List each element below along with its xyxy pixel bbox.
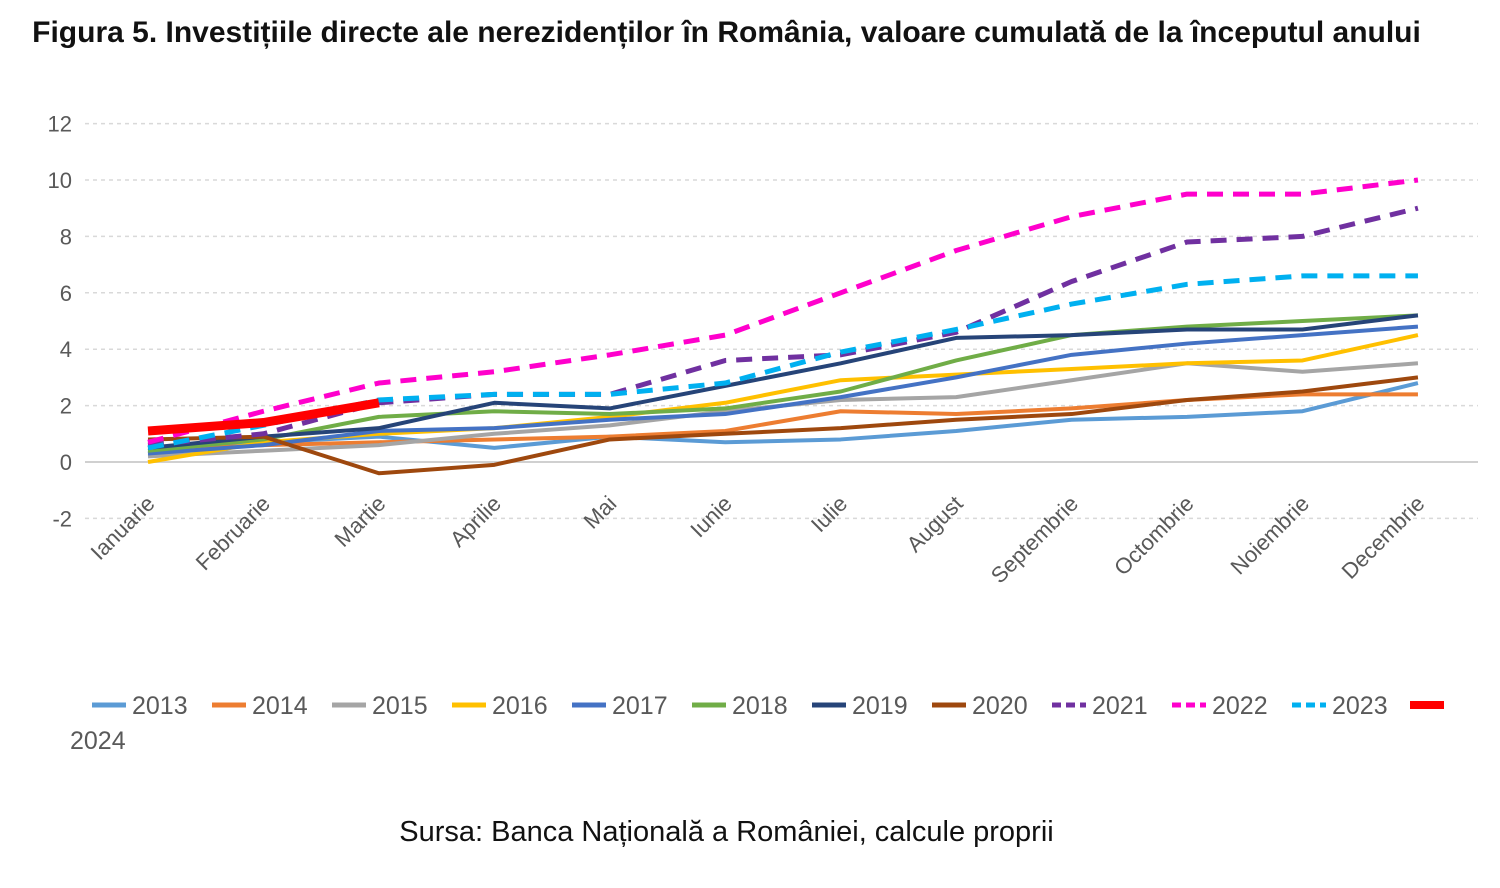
x-tick-label: Mai xyxy=(579,491,622,534)
x-tick-label: Decembrie xyxy=(1337,491,1430,584)
y-tick-label: 6 xyxy=(60,281,72,306)
x-tick-label: Octombrie xyxy=(1109,491,1198,580)
y-tick-label: 2 xyxy=(60,394,72,419)
legend-label: 2024 xyxy=(70,727,126,755)
x-tick-label: Septembrie xyxy=(986,491,1083,588)
x-tick-label: Februarie xyxy=(191,491,275,575)
legend-label: 2019 xyxy=(852,692,908,720)
legend-label: 2022 xyxy=(1212,692,1268,720)
legend-label: 2023 xyxy=(1332,692,1388,720)
series-line-2020 xyxy=(147,375,1419,476)
series-line-2024 xyxy=(147,398,380,436)
legend-label: 2014 xyxy=(252,692,308,720)
series-line-2018 xyxy=(147,313,1419,453)
legend-label: 2017 xyxy=(612,692,668,720)
y-tick-label: 0 xyxy=(60,450,72,475)
legend-label: 2018 xyxy=(732,692,788,720)
legend-label: 2021 xyxy=(1092,692,1148,720)
x-tick-label: Aprilie xyxy=(445,491,506,552)
legend-label: 2013 xyxy=(132,692,188,720)
chart-source: Sursa: Banca Națională a României, calcu… xyxy=(399,816,1054,848)
x-tick-label: Martie xyxy=(330,491,391,552)
y-tick-label: 8 xyxy=(60,224,72,249)
series-line-2022 xyxy=(147,177,1419,445)
legend-label: 2020 xyxy=(972,692,1028,720)
series-line-2019 xyxy=(147,313,1419,450)
legend-label: 2016 xyxy=(492,692,548,720)
series-line-2013 xyxy=(147,381,1419,456)
x-tick-label: August xyxy=(902,491,968,557)
y-tick-label: 4 xyxy=(60,337,72,362)
x-tick-label: Ianuarie xyxy=(86,491,160,565)
x-tick-label: Iulie xyxy=(806,491,852,537)
series-line-2017 xyxy=(147,324,1419,456)
y-tick-label: -2 xyxy=(52,506,72,531)
x-tick-label: Noiembrie xyxy=(1225,491,1314,580)
chart-title: Figura 5. Investițiile directe ale nerez… xyxy=(32,16,1421,49)
x-tick-label: Iunie xyxy=(685,491,736,542)
legend-label: 2015 xyxy=(372,692,428,720)
y-tick-label: 12 xyxy=(48,112,72,137)
y-tick-label: 10 xyxy=(48,168,72,193)
